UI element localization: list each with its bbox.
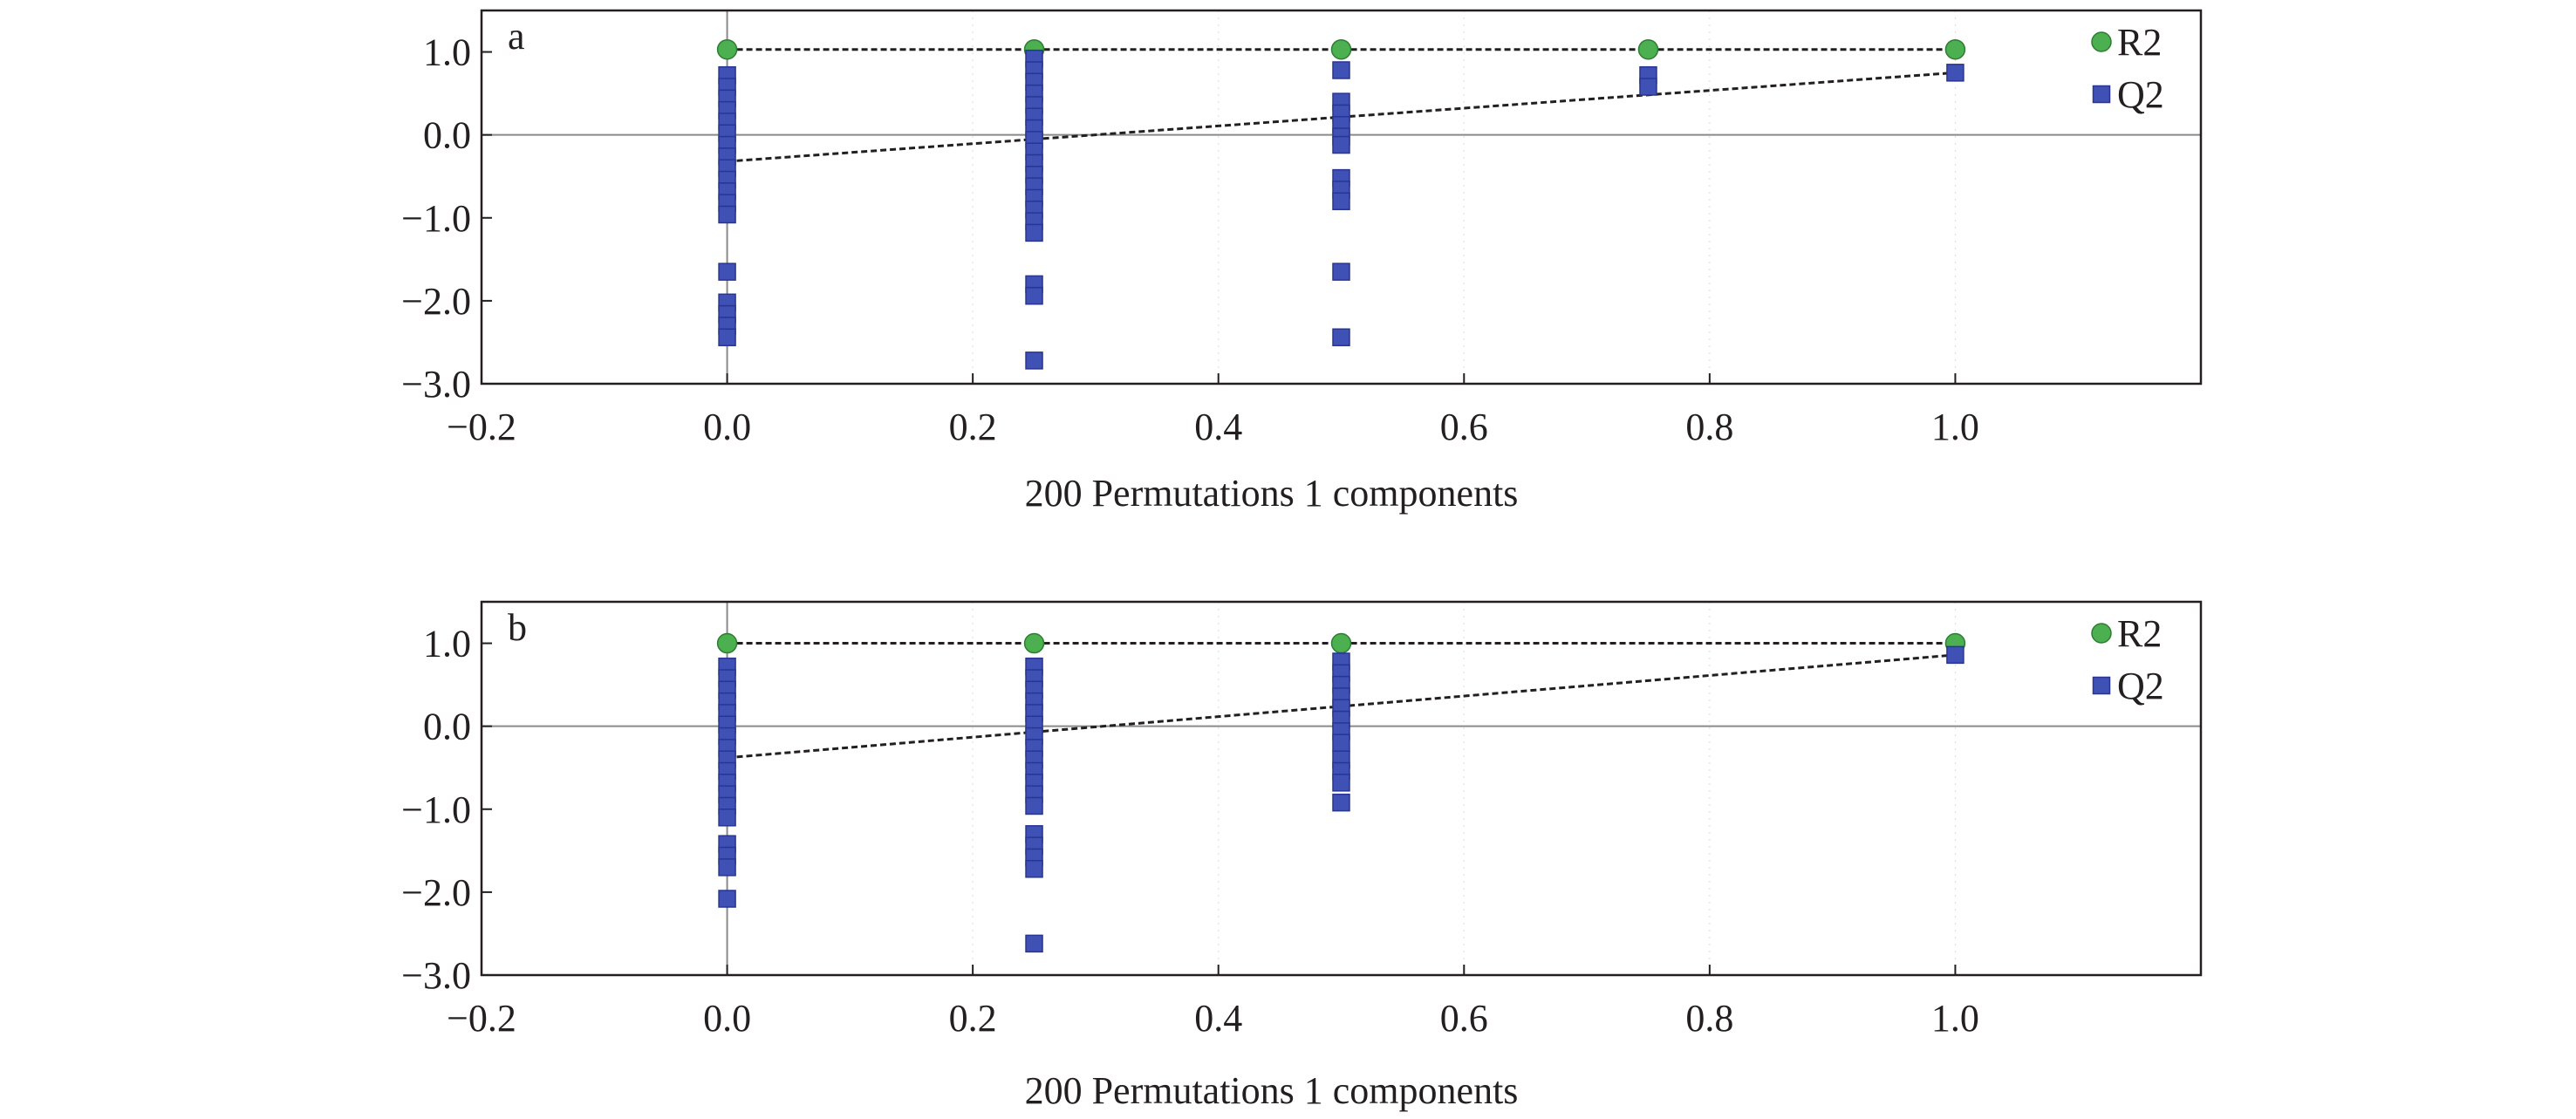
- legend-r2-marker: [2091, 31, 2112, 52]
- legend-q2-label: Q2: [2117, 73, 2164, 116]
- q2-point: [1332, 774, 1350, 792]
- y-tick-label: −3.0: [401, 954, 471, 997]
- plot-frame: [480, 600, 2203, 977]
- plot-frame: [480, 9, 2203, 386]
- x-axis-label: 200 Permutations 1 components: [1025, 472, 1519, 515]
- q2-point: [718, 890, 736, 908]
- x-tick-label: 0.0: [703, 997, 751, 1040]
- q2-point: [1025, 351, 1043, 370]
- q2-point: [718, 263, 736, 281]
- y-tick-label: −2.0: [401, 280, 471, 323]
- q2-point: [718, 205, 736, 224]
- q2-point: [1946, 64, 1964, 82]
- y-tick-label: −1.0: [401, 197, 471, 240]
- r2-point: [1330, 632, 1352, 654]
- q2-point: [1025, 286, 1043, 305]
- y-tick-label: 1.0: [423, 31, 471, 74]
- y-tick-label: 0.0: [423, 114, 471, 157]
- q2-point: [1332, 793, 1350, 812]
- x-tick-label: 0.4: [1194, 997, 1242, 1040]
- x-tick-label: 0.2: [949, 406, 997, 448]
- legend-q2-marker: [2092, 85, 2111, 104]
- q2-point: [1332, 135, 1350, 154]
- q2-point: [718, 809, 736, 827]
- q2-point: [1332, 733, 1350, 752]
- q2-point: [1639, 78, 1657, 96]
- q2-point: [1025, 860, 1043, 878]
- x-axis-label: 200 Permutations 1 components: [1025, 1069, 1519, 1112]
- legend-q2-marker: [2092, 676, 2111, 695]
- chart-panel-a: −0.2 0.0 0.2 0.4 0.6 0.8 1.0 −3.0 −2.0 −1.0 0.0 1.0…: [401, 9, 2203, 515]
- legend-r2-label: R2: [2117, 21, 2162, 64]
- legend-r2-label: R2: [2117, 612, 2162, 655]
- q2-point: [1025, 796, 1043, 815]
- panel-label: a: [508, 15, 525, 58]
- x-tick-label: 0.8: [1685, 406, 1733, 448]
- r2-point: [1944, 38, 1966, 60]
- q2-point: [1332, 192, 1350, 211]
- r2-point: [1023, 632, 1045, 654]
- q2-point: [718, 858, 736, 877]
- x-tick-label: 0.2: [949, 997, 997, 1040]
- q2-point: [1332, 263, 1350, 281]
- q2-point: [1025, 934, 1043, 953]
- r2-point: [716, 38, 738, 60]
- q2-point: [1332, 61, 1350, 79]
- x-tick-label: 0.0: [703, 406, 751, 448]
- legend-r2-marker: [2091, 623, 2112, 644]
- x-tick-label: 0.6: [1440, 406, 1488, 448]
- y-tick-label: −3.0: [401, 363, 471, 406]
- y-tick-label: 1.0: [423, 623, 471, 665]
- y-tick-label: −1.0: [401, 788, 471, 831]
- x-tick-label: 1.0: [1931, 997, 1979, 1040]
- q2-point: [718, 328, 736, 346]
- chart-panel-b: −0.2 0.0 0.2 0.4 0.6 0.8 1.0 −3.0 −2.0 −1.0 0.0 1.0…: [401, 600, 2203, 1112]
- x-tick-label: 0.4: [1194, 406, 1242, 448]
- r2-point: [1330, 38, 1352, 60]
- x-tick-label: 1.0: [1931, 406, 1979, 448]
- q2-point: [1332, 328, 1350, 346]
- x-tick-label: −0.2: [447, 997, 516, 1040]
- q2-point: [1025, 223, 1043, 242]
- y-tick-label: −2.0: [401, 871, 471, 914]
- q2-point: [1946, 645, 1964, 665]
- x-tick-label: −0.2: [447, 406, 516, 448]
- panel-label: b: [508, 606, 527, 649]
- y-tick-label: 0.0: [423, 706, 471, 748]
- r2-point: [716, 632, 738, 654]
- x-tick-label: 0.6: [1440, 997, 1488, 1040]
- legend-q2-label: Q2: [2117, 665, 2164, 707]
- r2-point: [1637, 38, 1659, 60]
- x-tick-label: 0.8: [1685, 997, 1733, 1040]
